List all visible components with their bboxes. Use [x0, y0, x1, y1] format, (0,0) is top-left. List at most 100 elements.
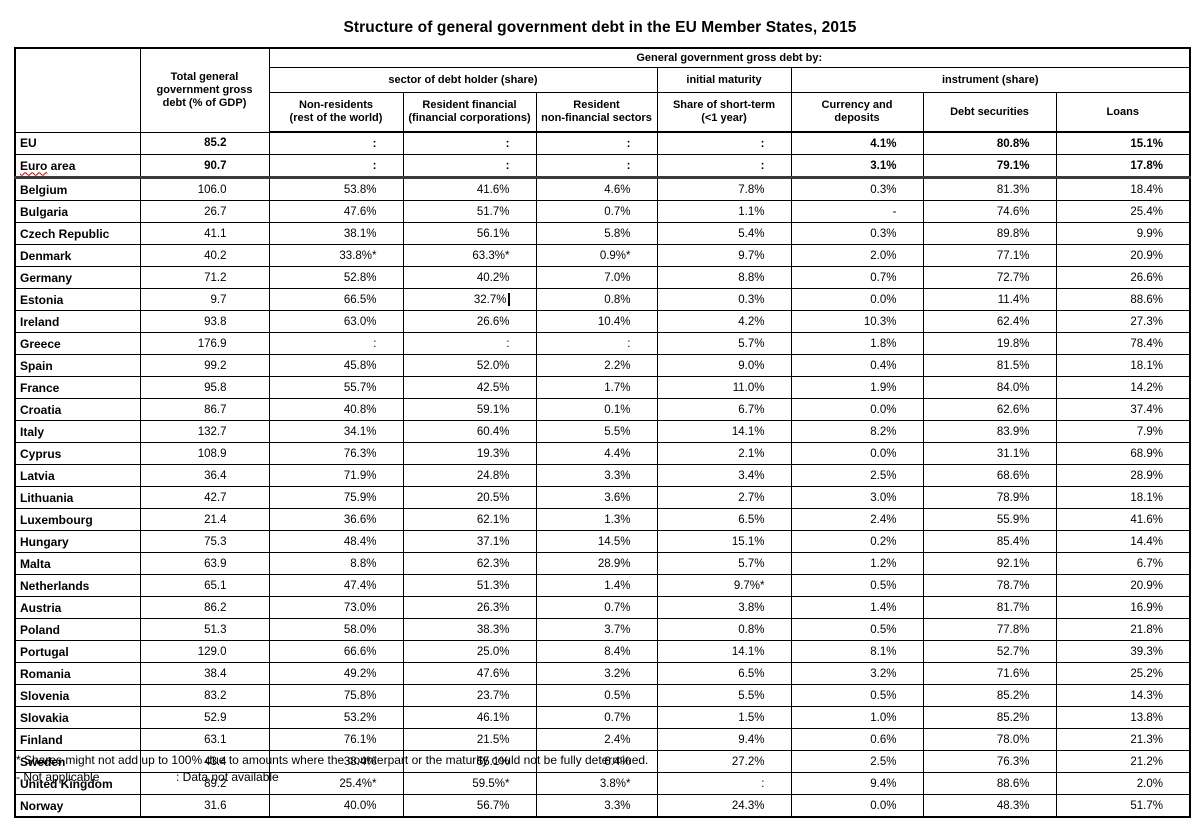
- value-cell: 90.7: [139, 154, 270, 179]
- value-cell: 68.9%: [1055, 442, 1191, 465]
- value-cell: 1.8%: [790, 332, 924, 355]
- value-cell: 0.3%: [790, 222, 924, 245]
- value-cell: :: [656, 772, 792, 795]
- value-cell: 108.9: [139, 442, 270, 465]
- value-cell: 41.6%: [1055, 508, 1191, 531]
- value-cell: 71.9%: [268, 464, 404, 487]
- value-cell: 0.8%: [535, 288, 658, 311]
- value-cell: 73.0%: [268, 596, 404, 619]
- value-cell: 9.7: [139, 288, 270, 311]
- value-cell: :: [268, 332, 404, 355]
- value-cell: 1.2%: [790, 552, 924, 575]
- value-cell: 40.2: [139, 244, 270, 267]
- value-cell: 8.4%: [535, 640, 658, 663]
- value-cell: :: [402, 154, 537, 179]
- value-cell: 78.7%: [922, 574, 1057, 597]
- value-cell: 7.9%: [1055, 420, 1191, 443]
- header-span-top: General government gross debt by:: [268, 47, 1191, 68]
- value-cell: :: [268, 154, 404, 179]
- table-row: Sweden 43.4 38.4% 55.1% 6.4% 27.2% 2.5% 76.3% 21…: [14, 750, 1191, 773]
- value-cell: 0.5%: [790, 574, 924, 597]
- value-cell: 9.9%: [1055, 222, 1191, 245]
- value-cell: 11.4%: [922, 288, 1057, 311]
- value-cell: 14.1%: [656, 640, 792, 663]
- value-cell: 52.7%: [922, 640, 1057, 663]
- value-cell: 10.3%: [790, 310, 924, 333]
- value-cell: 2.0%: [1055, 772, 1191, 795]
- value-cell: 26.3%: [402, 596, 537, 619]
- value-cell: 58.0%: [268, 618, 404, 641]
- value-cell: 66.5%: [268, 288, 404, 311]
- value-cell: 20.9%: [1055, 244, 1191, 267]
- value-cell: 71.2: [139, 266, 270, 289]
- value-cell: 19.3%: [402, 442, 537, 465]
- value-cell: 9.7%: [656, 244, 792, 267]
- value-cell: 55.7%: [268, 376, 404, 399]
- value-cell: 31.6: [139, 794, 270, 818]
- value-cell: 1.9%: [790, 376, 924, 399]
- value-cell: 37.4%: [1055, 398, 1191, 421]
- value-cell: 86.2: [139, 596, 270, 619]
- table-row: Italy 132.7 34.1% 60.4% 5.5% 14.1% 8.2% 83.9% 7.…: [14, 420, 1191, 443]
- value-cell: 25.4%*: [268, 772, 404, 795]
- table-row: Czech Republic 41.1 38.1% 56.1% 5.8% 5.4% 0.3%…: [14, 222, 1191, 245]
- value-cell: 8.1%: [790, 640, 924, 663]
- country-cell: Luxembourg: [14, 508, 141, 531]
- table-row: Ireland 93.8 63.0% 26.6% 10.4% 4.2% 10.3% 62.4%…: [14, 310, 1191, 333]
- value-cell: 75.3: [139, 530, 270, 553]
- country-cell: EU: [14, 131, 141, 155]
- value-cell: 2.5%: [790, 464, 924, 487]
- value-cell: 62.1%: [402, 508, 537, 531]
- country-cell: Hungary: [14, 530, 141, 553]
- value-cell: 81.3%: [922, 177, 1057, 201]
- value-cell: 45.8%: [268, 354, 404, 377]
- table-row: France 95.8 55.7% 42.5% 1.7% 11.0% 1.9% 84.0% 14…: [14, 376, 1191, 399]
- value-cell: 46.1%: [402, 706, 537, 729]
- value-cell: :: [535, 154, 658, 179]
- value-cell: 0.1%: [535, 398, 658, 421]
- value-cell: 0.5%: [535, 684, 658, 707]
- value-cell: 2.4%: [790, 508, 924, 531]
- value-cell: 3.2%: [535, 662, 658, 685]
- value-cell: 21.5%: [402, 728, 537, 751]
- value-cell: 88.6%: [1055, 288, 1191, 311]
- value-cell: 3.8%: [656, 596, 792, 619]
- country-cell: Latvia: [14, 464, 141, 487]
- value-cell: 16.9%: [1055, 596, 1191, 619]
- value-cell: 3.2%: [790, 662, 924, 685]
- value-cell: 10.4%: [535, 310, 658, 333]
- value-cell: 2.2%: [535, 354, 658, 377]
- value-cell: 25.4%: [1055, 200, 1191, 223]
- value-cell: 23.7%: [402, 684, 537, 707]
- value-cell: 4.1%: [790, 131, 924, 155]
- value-cell: 63.3%*: [402, 244, 537, 267]
- value-cell: 21.8%: [1055, 618, 1191, 641]
- header-group-maturity: initial maturity: [656, 67, 792, 93]
- value-cell: 6.7%: [1055, 552, 1191, 575]
- value-cell: 83.9%: [922, 420, 1057, 443]
- table-row: Malta 63.9 8.8% 62.3% 28.9% 5.7% 1.2% 92.1% 6.7%: [14, 552, 1191, 575]
- value-cell: 26.6%: [402, 310, 537, 333]
- value-cell: 0.0%: [790, 794, 924, 818]
- value-cell: 3.1%: [790, 154, 924, 179]
- country-cell: Czech Republic: [14, 222, 141, 245]
- country-cell: Malta: [14, 552, 141, 575]
- value-cell: 76.3%: [922, 750, 1057, 773]
- table-row: Estonia 9.7 66.5% 32.7% 0.8% 0.3% 0.0% 11.4% 88.…: [14, 288, 1191, 311]
- value-cell: 20.9%: [1055, 574, 1191, 597]
- value-cell: 0.5%: [790, 618, 924, 641]
- table-row: Slovakia 52.9 53.2% 46.1% 0.7% 1.5% 1.0% 85.2% 1…: [14, 706, 1191, 729]
- value-cell: 75.9%: [268, 486, 404, 509]
- value-cell: 84.0%: [922, 376, 1057, 399]
- value-cell: 14.2%: [1055, 376, 1191, 399]
- value-cell: 56.7%: [402, 794, 537, 818]
- country-cell: Netherlands: [14, 574, 141, 597]
- value-cell: 26.7: [139, 200, 270, 223]
- value-cell: 33.8%*: [268, 244, 404, 267]
- value-cell: :: [402, 131, 537, 155]
- table-row: Euro area 90.7::::3.1% 79.1% 17.8%: [14, 154, 1191, 179]
- value-cell: :: [535, 131, 658, 155]
- table-row: United Kingdom 89.2 25.4%* 59.5%* 3.8%*:9.4%…: [14, 772, 1191, 795]
- value-cell: 41.1: [139, 222, 270, 245]
- value-cell: 53.8%: [268, 177, 404, 201]
